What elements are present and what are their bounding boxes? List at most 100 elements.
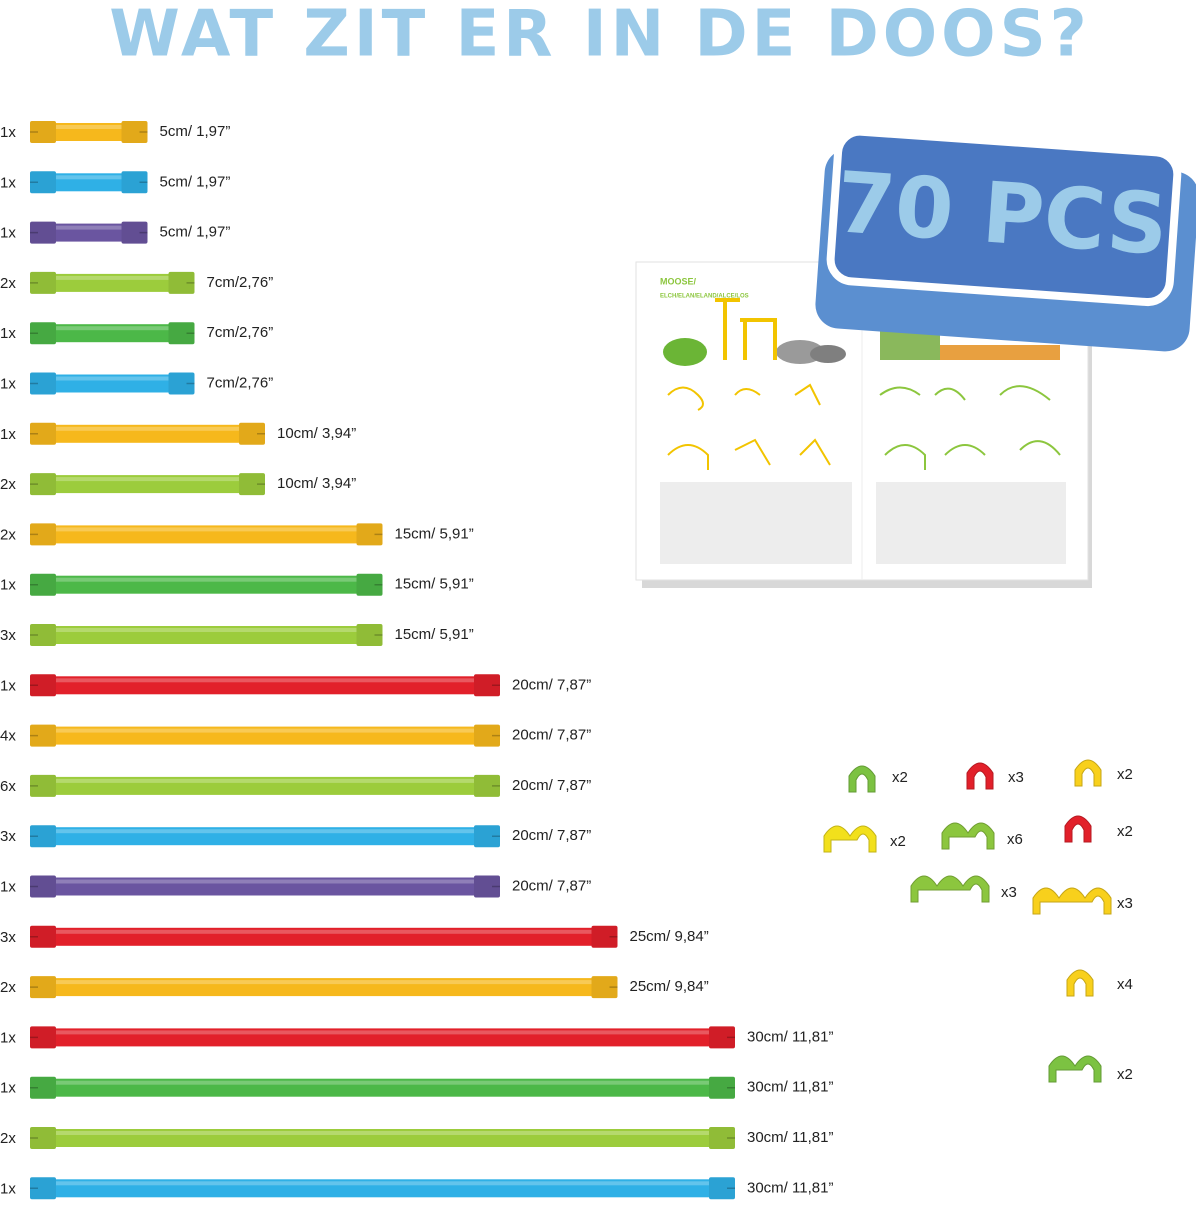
rod-cap	[709, 1177, 735, 1200]
connector-count: x3	[1008, 769, 1024, 786]
rod-cap	[168, 271, 195, 294]
rod: 3x 15cm/ 5,91”	[0, 624, 474, 646]
rod-highlight	[50, 376, 175, 381]
moose-figure	[715, 298, 777, 360]
rod: 1x 10cm/ 3,94”	[0, 422, 356, 445]
rod-highlight	[50, 577, 363, 582]
rod-length: 25cm/ 9,84”	[630, 928, 709, 945]
rod-qty: 2x	[0, 476, 16, 493]
rod-qty: 2x	[0, 1130, 16, 1147]
rod-length: 7cm/2,76”	[207, 374, 274, 391]
connector-shape	[941, 822, 995, 850]
rod-length: 30cm/ 11,81”	[747, 1028, 833, 1045]
rod-body	[50, 1179, 715, 1198]
rod-body	[50, 173, 128, 192]
rod-cap	[121, 221, 148, 244]
rod-cap	[474, 674, 500, 697]
rod-cap	[30, 473, 56, 496]
rod-cap	[30, 271, 56, 294]
rod-cap	[239, 422, 265, 445]
rod-qty: 2x	[0, 526, 16, 543]
rod-length: 25cm/ 9,84”	[630, 978, 709, 995]
rod-body	[50, 1078, 715, 1097]
rod-cap	[30, 121, 56, 143]
rod-body	[50, 626, 363, 644]
rod-cap	[356, 523, 383, 546]
rod-length: 5cm/ 1,97”	[160, 123, 231, 140]
rod-cap	[168, 372, 195, 395]
rod-cap	[30, 523, 56, 546]
rod-qty: 3x	[0, 828, 16, 845]
connector-count: x6	[1007, 831, 1023, 848]
rod: 1x 7cm/2,76”	[0, 372, 274, 395]
badge-front	[826, 127, 1182, 307]
rod-highlight	[50, 175, 128, 180]
connector: x2	[1048, 1055, 1133, 1083]
rod-body	[50, 776, 480, 795]
rod-cap	[30, 1127, 56, 1149]
rod-qty: 3x	[0, 627, 16, 644]
rod-cap	[709, 1076, 735, 1099]
parts-box	[876, 482, 1066, 564]
rod-cap	[474, 774, 500, 797]
rod-cap	[30, 372, 56, 395]
rod-length: 7cm/2,76”	[207, 274, 274, 291]
connector-count: x3	[1117, 895, 1133, 912]
rod-qty: 1x	[0, 1080, 16, 1097]
rod-length: 20cm/ 7,87”	[512, 777, 591, 794]
rod-cap	[709, 1127, 735, 1149]
rod-cap	[30, 1076, 56, 1099]
connector-shape	[848, 765, 876, 793]
rod-cap	[30, 1026, 56, 1049]
rod: 1x 30cm/ 11,81”	[0, 1076, 833, 1099]
rod-cap	[30, 624, 56, 646]
rod-cap	[356, 624, 383, 646]
rod-highlight	[50, 125, 128, 129]
rod-length: 5cm/ 1,97”	[160, 224, 231, 241]
rod-body	[50, 978, 598, 997]
rod-length: 15cm/ 5,91”	[395, 576, 474, 593]
rod-qty: 1x	[0, 878, 16, 895]
rod: 1x 20cm/ 7,87”	[0, 875, 591, 898]
rod-body	[50, 475, 245, 494]
rod-body	[50, 575, 363, 594]
rod-cap	[30, 875, 56, 898]
rod-highlight	[50, 275, 175, 280]
title: WAT ZIT ER IN DE DOOS?	[109, 0, 1091, 72]
rod-qty: 3x	[0, 929, 16, 946]
connector-shape	[1074, 759, 1102, 787]
booklet-subtitle: ELCH/ELAN/ELAND/ALCE/LOS	[660, 294, 749, 300]
rod: 1x 30cm/ 11,81”	[0, 1026, 833, 1049]
rod: 2x 30cm/ 11,81”	[0, 1127, 833, 1149]
rod-length: 15cm/ 5,91”	[395, 525, 474, 542]
rod-length: 20cm/ 7,87”	[512, 727, 591, 744]
rod-cap	[30, 573, 56, 596]
badge: 70 PCS	[815, 127, 1196, 352]
rod-length: 20cm/ 7,87”	[512, 827, 591, 844]
rod-body	[50, 273, 175, 292]
rod: 1x 20cm/ 7,87”	[0, 674, 591, 697]
rod-cap	[121, 171, 148, 194]
rod-cap	[30, 171, 56, 194]
badge-text: 70 PCS	[833, 153, 1170, 274]
rod-highlight	[50, 879, 480, 884]
rod-body	[50, 927, 598, 946]
connector: x3	[1032, 887, 1133, 915]
rod-cap	[30, 322, 56, 345]
rod-cap	[30, 674, 56, 697]
rod-highlight	[50, 477, 245, 482]
rod: 1x 5cm/ 1,97”	[0, 171, 230, 194]
rod-cap	[30, 976, 56, 999]
sand	[940, 345, 1060, 360]
rod-body	[50, 726, 480, 745]
rod-highlight	[50, 678, 480, 683]
rod: 1x 7cm/2,76”	[0, 322, 273, 345]
connector-shape	[1064, 815, 1092, 843]
rod: 1x 15cm/ 5,91”	[0, 573, 474, 596]
rod: 2x 15cm/ 5,91”	[0, 523, 474, 546]
rod: 2x 25cm/ 9,84”	[0, 976, 709, 999]
rod-cap	[474, 825, 500, 848]
rod-highlight	[50, 728, 480, 733]
rod: 1x 5cm/ 1,97”	[0, 121, 230, 143]
rod-highlight	[50, 225, 128, 230]
